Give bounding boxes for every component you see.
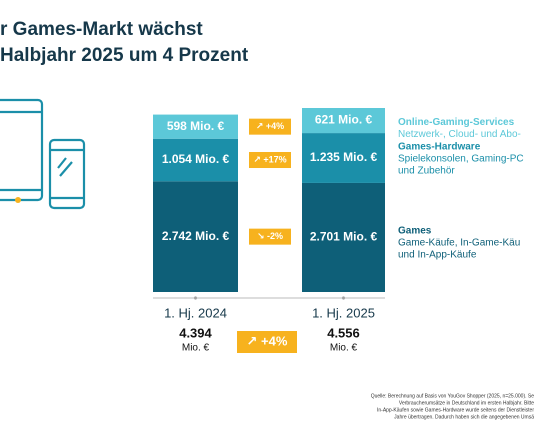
footnote: Jahre übertragen. Dadurch haben sich die… [394,414,534,420]
value-label: 2.742 Mio. € [162,229,230,243]
change-badge [249,152,291,169]
footnote: In-App-Käufen sowie Games-Hardware wurde… [377,407,534,413]
legend-title: Online-Gaming-Services [398,117,515,128]
bar-segment [153,181,238,292]
legend-desc: und In-App-Käufe [398,249,477,260]
legend-title: Games [398,225,432,236]
change-label: ↗ +17% [253,154,286,164]
x-tick-label: 1. Hj. 2024 [164,305,227,320]
legend-desc: Netzwerk-, Cloud- und Abo- [398,129,521,140]
value-label: 1.054 Mio. € [162,152,230,166]
legend-desc: Game-Käufe, In-Game-Käu [398,237,520,248]
legend-desc: und Zubehör [398,165,455,176]
value-label: 1.235 Mio. € [310,150,378,164]
total-unit: Mio. € [330,343,358,354]
change-label: ↘ -2% [257,231,283,241]
bar-segment [153,114,238,139]
chart-title: r Games-Markt wächst [0,19,203,40]
total-change-label: ↗ +4% [247,333,288,348]
total-label: 4.556 [327,325,360,340]
value-label: 621 Mio. € [315,113,373,127]
footnote: Verbraucherumsätze in Deutschland im ers… [399,400,534,406]
legend-desc: Spielekonsolen, Gaming-PC [398,153,524,164]
bar-segment [302,133,385,183]
bar-segment [153,138,238,182]
value-label: 598 Mio. € [167,119,225,133]
chart-title: Halbjahr 2025 um 4 Prozent [0,45,249,66]
device-icons [0,98,86,210]
total-change-badge [237,331,297,353]
legend-title: Games-Hardware [398,141,481,152]
value-label: 2.701 Mio. € [310,230,378,244]
footnote: Quelle: Berechnung auf Basis von YouGov … [371,393,534,399]
change-badge [249,228,291,245]
change-badge [249,118,291,135]
bar-segment [302,182,385,292]
total-label: 4.394 [179,325,212,340]
x-tick-label: 1. Hj. 2025 [312,305,375,320]
bar-segment [302,108,385,134]
change-label: ↗ +4% [256,121,284,131]
total-unit: Mio. € [182,343,210,354]
